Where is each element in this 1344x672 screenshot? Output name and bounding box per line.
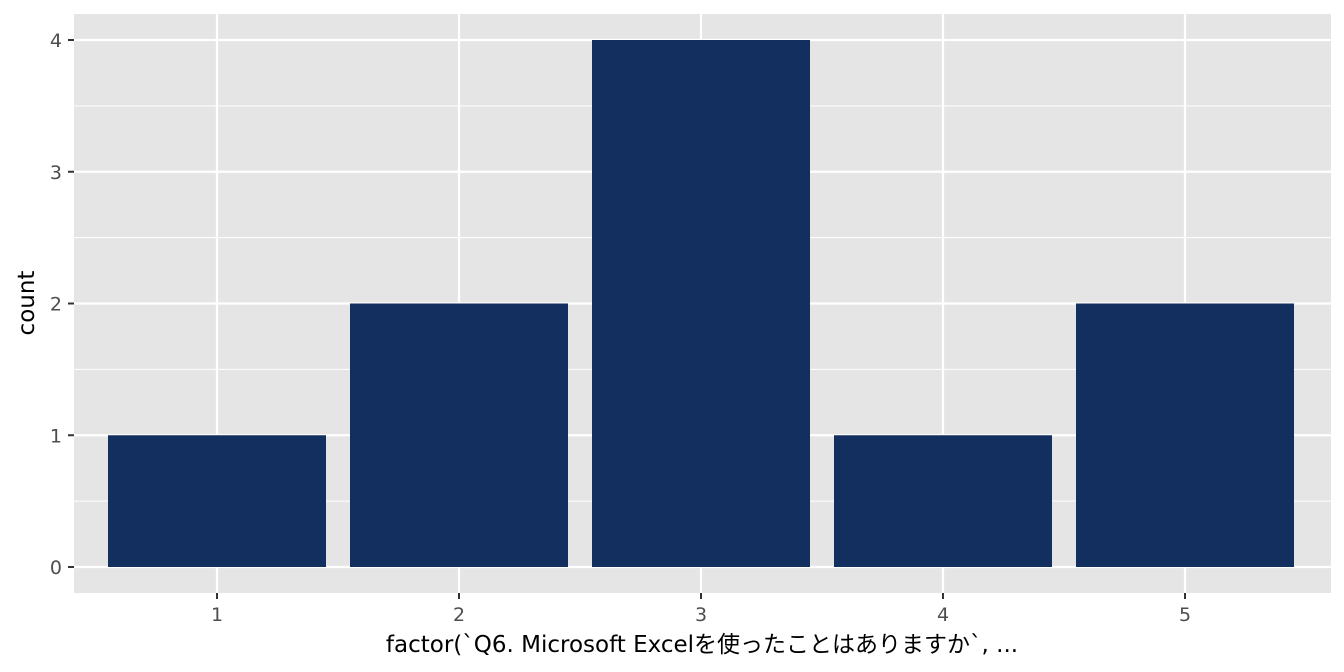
x-tick-label: 1 [211,604,223,626]
bars [108,40,1294,567]
x-tick-label: 5 [1179,604,1191,626]
x-tick-label: 3 [695,604,707,626]
y-axis-title: count [14,271,40,336]
y-tick-label: 4 [50,30,62,52]
x-tick-label: 2 [453,604,465,626]
bar-5 [1076,303,1294,567]
x-tick-label: 4 [937,604,949,626]
y-tick-label: 1 [50,425,62,447]
y-tick-label: 2 [50,294,62,316]
x-axis-title: factor(`Q6. Microsoft Excelを使ったことはありますか`… [386,632,1018,658]
y-tick-label: 0 [50,557,62,579]
bar-2 [350,303,568,567]
y-tick-label: 3 [50,162,62,184]
bar-3 [592,40,810,567]
bar-4 [834,435,1052,567]
x-axis: 1 2 3 4 5 [211,593,1191,626]
bar-1 [108,435,326,567]
y-axis: 0 1 2 3 4 [50,30,74,579]
